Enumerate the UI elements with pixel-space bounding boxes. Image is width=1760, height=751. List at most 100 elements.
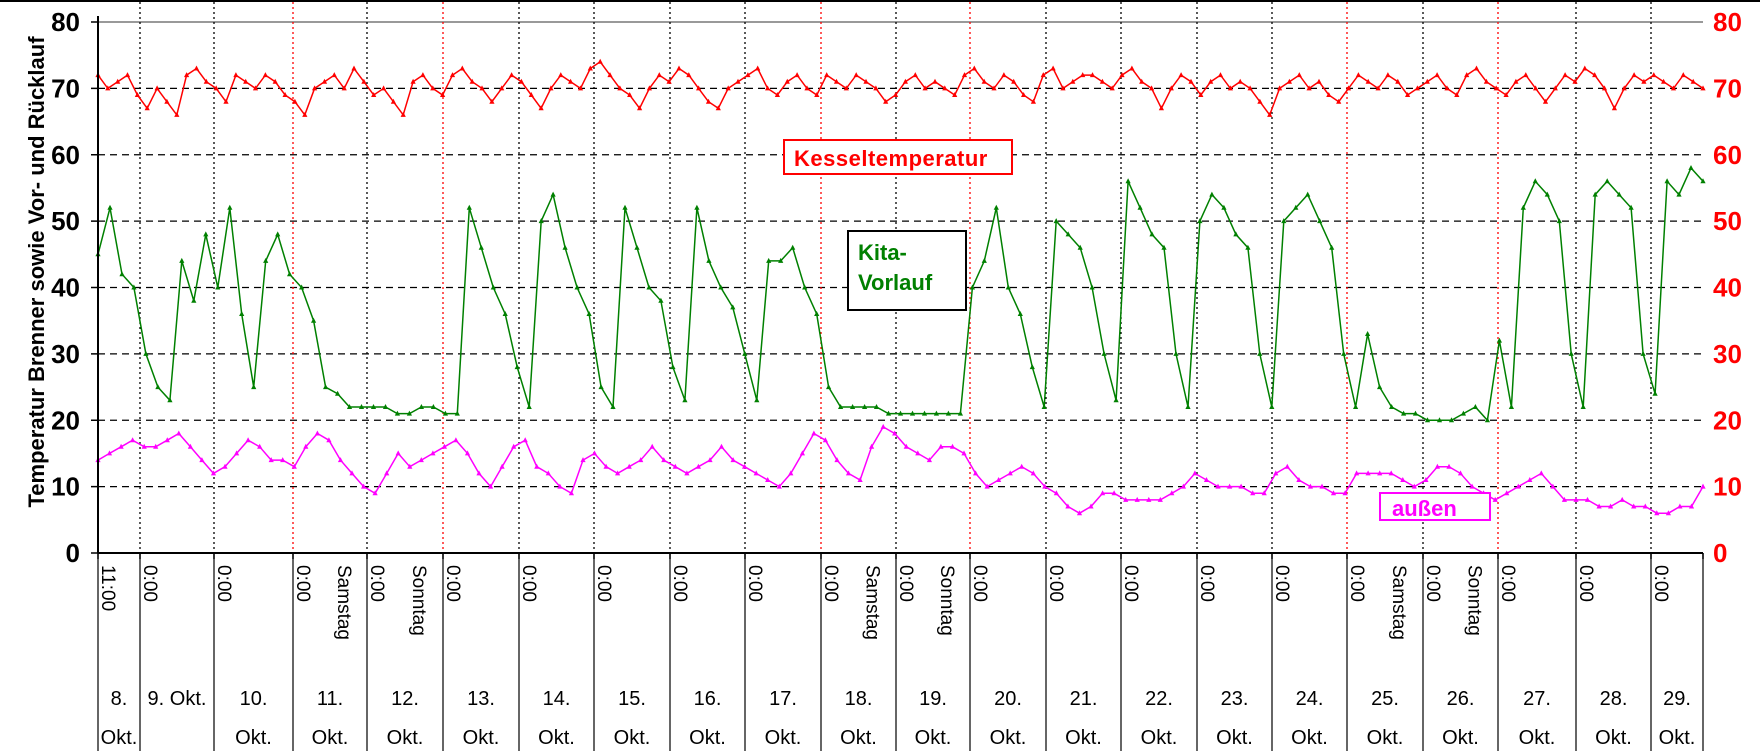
data-point <box>885 410 892 416</box>
data-point <box>784 78 790 84</box>
x-tick-midnight: 0:00 <box>1120 565 1141 602</box>
data-point <box>1269 404 1275 409</box>
data-point <box>1111 490 1117 496</box>
data-point <box>1237 78 1243 84</box>
data-point <box>155 384 161 390</box>
data-point <box>811 430 817 436</box>
data-point <box>672 463 678 469</box>
data-point <box>893 92 899 97</box>
data-point <box>557 483 563 489</box>
data-point <box>638 457 644 463</box>
data-point <box>441 443 447 449</box>
data-point <box>106 450 113 456</box>
data-point <box>1527 477 1533 482</box>
y-tick-label-right: 70 <box>1713 73 1742 103</box>
data-point <box>479 85 485 91</box>
data-point <box>1089 284 1095 290</box>
data-point <box>938 443 944 449</box>
day-label-bottom: Okt. <box>840 727 877 749</box>
data-point <box>1125 178 1131 184</box>
data-point <box>603 463 609 469</box>
data-point <box>469 78 475 84</box>
data-point <box>973 470 979 476</box>
data-point <box>1185 404 1191 409</box>
day-label-top: 22. <box>1145 688 1173 710</box>
data-point <box>372 490 378 496</box>
data-point <box>942 85 948 91</box>
data-point <box>753 470 759 476</box>
data-point <box>1513 78 1519 84</box>
data-point <box>199 457 205 463</box>
x-tick-midnight: 0:00 <box>1575 565 1596 602</box>
data-point <box>1139 78 1145 84</box>
data-point <box>862 404 868 409</box>
data-point <box>730 457 736 463</box>
data-point <box>952 92 958 97</box>
series-label-kita-vorlauf: Kita- Vorlauf <box>847 230 967 311</box>
data-point <box>144 105 150 111</box>
series-label-aussen: außen <box>1379 492 1491 521</box>
data-point <box>1640 350 1646 356</box>
x-tick-start: 11:00 <box>97 565 118 611</box>
data-point <box>213 85 219 91</box>
data-point <box>1661 78 1667 84</box>
data-point <box>105 85 111 91</box>
data-point <box>1077 244 1083 250</box>
day-label-bottom: Okt. <box>1519 727 1556 749</box>
data-point <box>430 450 436 456</box>
y-tick-label-left: 0 <box>66 538 80 568</box>
data-point <box>251 384 257 390</box>
day-label-bottom: Okt. <box>101 727 138 749</box>
data-point <box>1342 490 1348 496</box>
data-point <box>1460 410 1466 416</box>
data-point <box>154 85 160 91</box>
data-point <box>370 404 377 409</box>
data-point <box>1180 483 1186 489</box>
data-point <box>534 463 540 469</box>
data-point <box>1572 78 1578 84</box>
data-point <box>745 72 751 78</box>
data-point <box>1227 85 1233 91</box>
series-label-kesseltemperatur: Kesseltemperatur <box>783 139 1013 175</box>
data-point <box>1100 490 1106 496</box>
data-point <box>1556 218 1562 224</box>
data-point <box>1631 503 1637 509</box>
data-point <box>969 284 975 290</box>
x-tick-weekday: Samstag <box>333 565 354 640</box>
data-point <box>1365 331 1371 336</box>
data-point <box>1129 65 1135 71</box>
x-tick-midnight: 0:00 <box>1346 565 1367 602</box>
data-point <box>1005 284 1011 290</box>
x-tick-weekday: Samstag <box>862 565 883 640</box>
data-point <box>1472 404 1478 409</box>
data-point <box>676 65 682 71</box>
data-point <box>1273 470 1279 476</box>
data-point <box>656 72 662 78</box>
day-label-bottom: Okt. <box>614 727 651 749</box>
axes: 0 0 10 10 20 20 30 30 40 40 50 50 60 60 70 70 80 80 <box>51 7 1742 568</box>
data-point <box>1293 204 1299 210</box>
data-point <box>1592 72 1598 78</box>
data-point <box>897 410 904 416</box>
series-aussen <box>95 423 1706 516</box>
data-point <box>873 404 880 409</box>
data-point <box>193 65 200 71</box>
data-point <box>1169 490 1175 496</box>
data-point <box>670 364 676 370</box>
data-point <box>774 92 780 97</box>
data-point <box>1414 85 1420 91</box>
data-point <box>1619 496 1625 502</box>
data-point <box>577 85 584 91</box>
data-point <box>993 204 999 210</box>
data-point <box>1375 85 1381 91</box>
data-point <box>1281 218 1287 224</box>
data-point <box>303 443 309 449</box>
x-tick-midnight: 0:00 <box>292 565 313 602</box>
data-point <box>1690 78 1696 84</box>
data-point <box>926 457 932 463</box>
day-label-bottom: Okt. <box>463 727 500 749</box>
data-point <box>1520 204 1526 210</box>
data-point <box>1261 490 1267 496</box>
data-point <box>961 72 968 78</box>
data-point <box>222 463 228 469</box>
